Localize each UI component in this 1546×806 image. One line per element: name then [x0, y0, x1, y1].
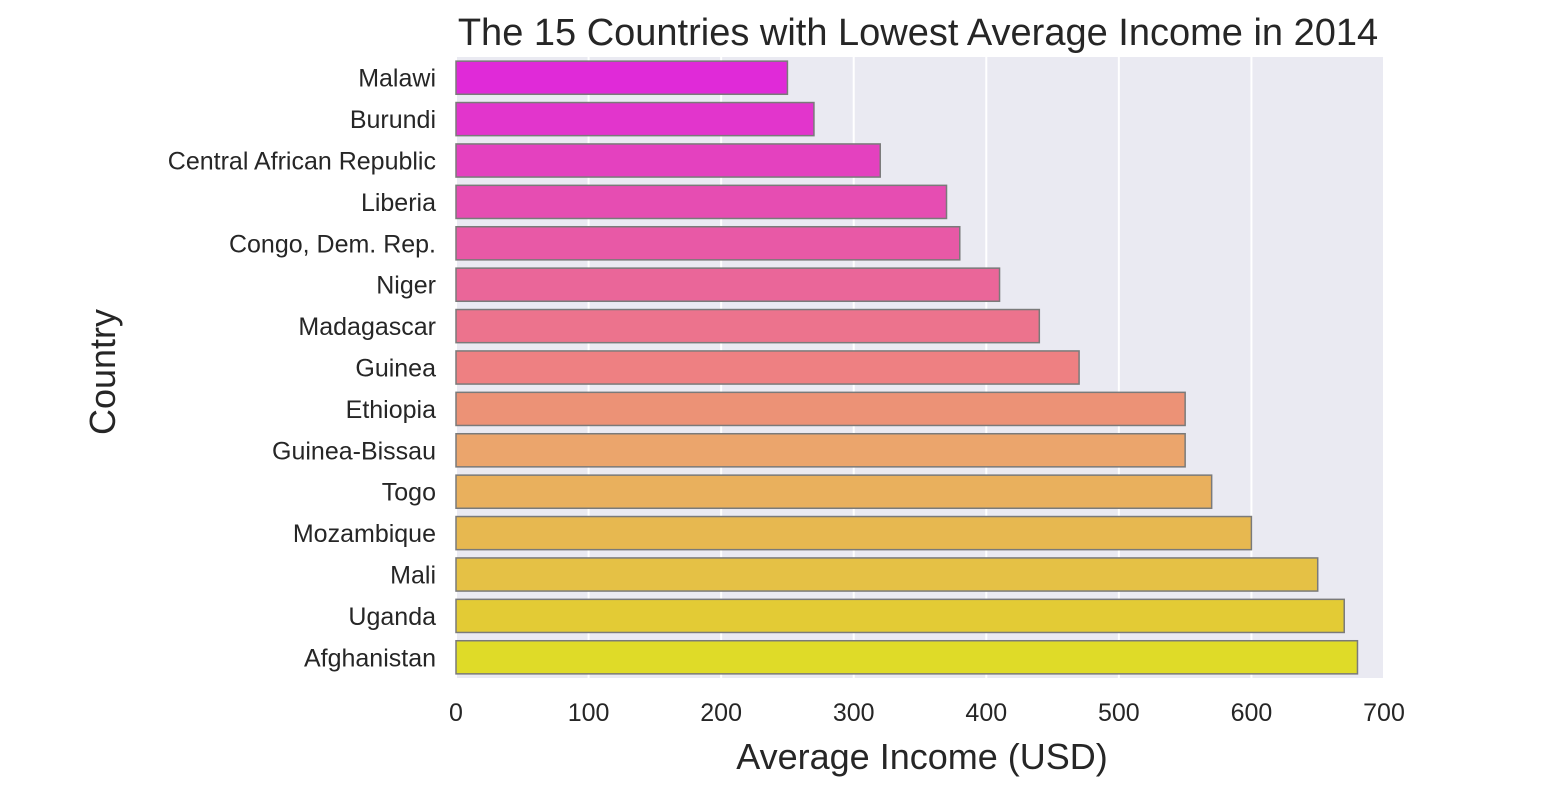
x-axis-label: Average Income (USD)	[736, 736, 1107, 777]
bar	[455, 432, 1186, 468]
bar	[455, 391, 1186, 427]
bar	[455, 515, 1253, 551]
bars	[455, 60, 1359, 675]
x-tick-labels: 0 100 200 300 400 500 600 700	[449, 699, 1405, 727]
bar	[455, 101, 815, 137]
x-tick-label: 600	[1231, 699, 1273, 727]
y-tick-label: Uganda	[348, 603, 436, 631]
x-tick-label: 300	[833, 699, 875, 727]
y-tick-label: Afghanistan	[304, 644, 436, 672]
chart-title: The 15 Countries with Lowest Average Inc…	[458, 12, 1378, 54]
x-tick-label: 400	[965, 699, 1007, 727]
x-tick-label: 200	[700, 699, 742, 727]
bar	[455, 184, 948, 220]
y-axis-label: Country	[82, 309, 123, 435]
bar	[455, 598, 1345, 634]
x-tick-label: 500	[1098, 699, 1140, 727]
y-tick-label: Central African Republic	[168, 148, 436, 176]
bar	[455, 639, 1359, 675]
bar	[455, 267, 1001, 303]
y-tick-label: Madagascar	[298, 313, 436, 341]
y-tick-label: Ethiopia	[346, 396, 436, 424]
y-tick-labels: Malawi Burundi Central African Republic Lib…	[168, 65, 436, 673]
y-tick-label: Liberia	[361, 189, 436, 217]
bar	[455, 474, 1213, 510]
y-tick-label: Guinea-Bissau	[272, 437, 436, 465]
x-tick-label: 700	[1363, 699, 1405, 727]
bar	[455, 557, 1319, 592]
x-tick-label: 100	[568, 699, 610, 727]
y-tick-label: Guinea	[355, 355, 436, 383]
x-tick-label: 0	[449, 699, 463, 727]
y-tick-label: Mali	[390, 562, 436, 590]
bar	[455, 225, 961, 261]
bar	[455, 143, 881, 178]
bar	[455, 350, 1080, 385]
y-tick-label: Togo	[382, 479, 436, 507]
bar	[455, 60, 789, 96]
y-tick-label: Malawi	[358, 65, 436, 93]
y-tick-label: Congo, Dem. Rep.	[229, 230, 436, 258]
y-tick-label: Niger	[376, 272, 436, 300]
bar	[455, 308, 1041, 344]
y-tick-label: Burundi	[350, 106, 436, 134]
y-tick-label: Mozambique	[293, 520, 436, 548]
